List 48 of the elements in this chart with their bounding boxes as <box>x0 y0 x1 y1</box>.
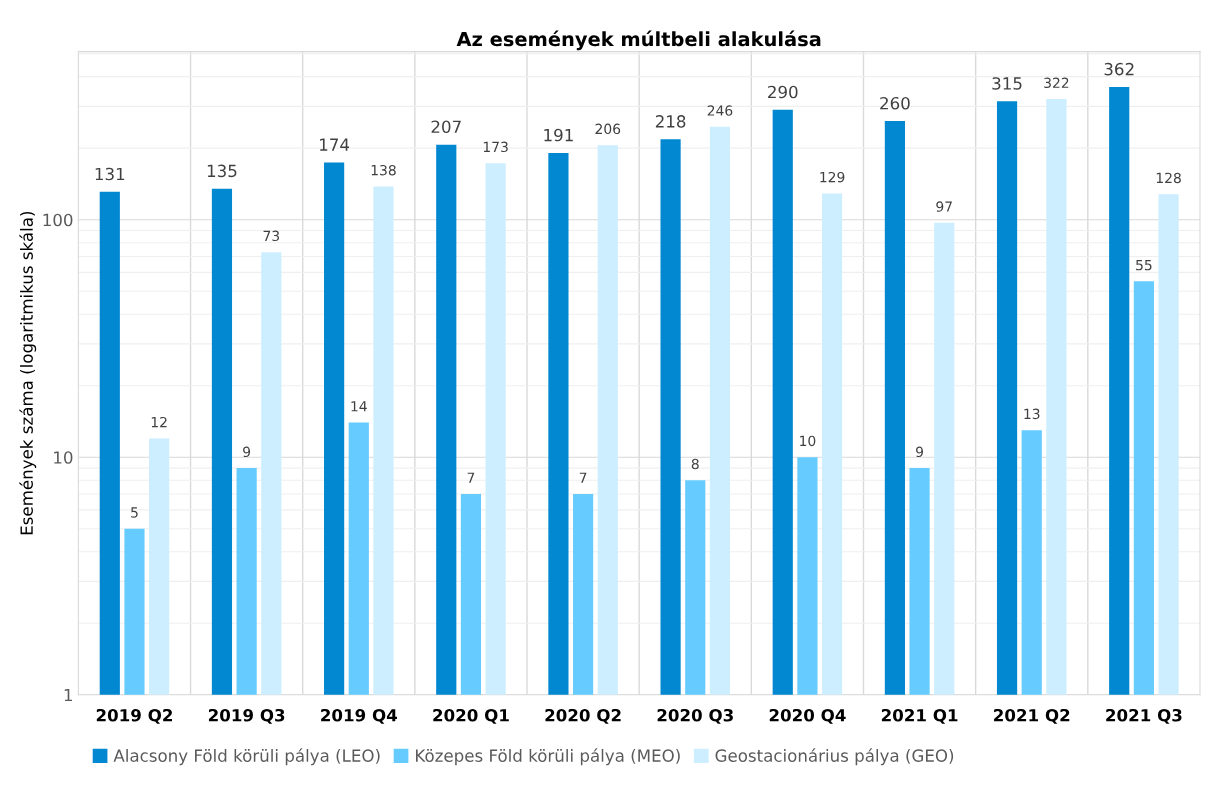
y-tick-label: 10 <box>54 451 73 464</box>
data-label: 191 <box>544 128 573 142</box>
data-label: 129 <box>820 171 845 183</box>
data-label: 131 <box>95 167 125 181</box>
x-tick-label: 2020 Q2 <box>545 708 621 724</box>
x-tick-label: 2021 Q3 <box>1106 708 1182 724</box>
data-label: 7 <box>579 472 587 483</box>
data-label: 315 <box>992 77 1022 90</box>
data-label: 9 <box>916 446 924 458</box>
data-label: 55 <box>1136 260 1152 271</box>
data-label: 138 <box>371 164 396 176</box>
chart-title: Az események múltbeli alakulása <box>456 30 821 51</box>
data-label: 246 <box>707 105 733 116</box>
data-label: 206 <box>595 123 621 135</box>
data-label: 362 <box>1104 62 1134 76</box>
data-label: 9 <box>243 446 251 458</box>
y-axis-title: Események száma (logaritmikus skála) <box>19 211 37 535</box>
legend-label: Geostacionárius pálya (GEO) <box>715 748 954 766</box>
data-label: 128 <box>1156 172 1181 184</box>
data-label: 8 <box>691 458 699 470</box>
x-tick-label: 2019 Q2 <box>96 708 172 724</box>
y-tick-label: 100 <box>43 213 73 227</box>
data-label: 73 <box>263 230 280 242</box>
x-tick-label: 2019 Q4 <box>321 708 397 724</box>
data-label: 10 <box>800 435 816 447</box>
x-tick-label: 2021 Q1 <box>881 708 958 724</box>
y-tick-label: 1 <box>64 688 72 702</box>
x-tick-label: 2020 Q3 <box>657 708 733 724</box>
data-label: 12 <box>151 416 167 428</box>
data-label: 173 <box>483 141 508 153</box>
legend-label: Közepes Föld körüli pálya (MEO) <box>416 748 680 766</box>
data-label: 174 <box>320 138 350 151</box>
data-label: 218 <box>655 115 686 128</box>
data-label: 5 <box>131 507 138 518</box>
x-tick-label: 2019 Q3 <box>208 708 285 724</box>
data-label: 135 <box>207 164 237 178</box>
data-label: 322 <box>1044 77 1069 89</box>
legend-label: Alacsony Föld körüli pálya (LEO) <box>113 748 380 766</box>
data-label: 97 <box>936 201 952 212</box>
data-label: 290 <box>768 85 798 99</box>
x-tick-label: 2020 Q4 <box>769 708 846 724</box>
data-label: 207 <box>431 120 461 134</box>
x-tick-label: 2020 Q1 <box>433 708 509 724</box>
data-label: 13 <box>1024 408 1040 420</box>
data-label: 14 <box>351 401 367 412</box>
data-label: 7 <box>467 472 475 483</box>
data-label: 260 <box>880 96 910 110</box>
x-tick-label: 2021 Q2 <box>994 708 1070 724</box>
